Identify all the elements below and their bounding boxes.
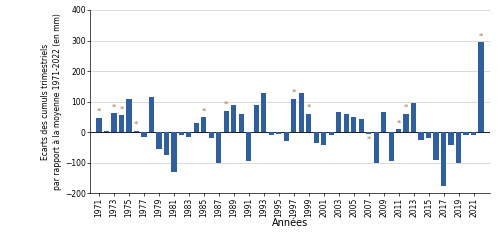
- Text: *: *: [120, 106, 124, 114]
- Text: *: *: [134, 121, 138, 129]
- Text: *: *: [224, 101, 228, 109]
- Bar: [298, 93, 304, 132]
- Bar: [418, 132, 424, 140]
- Bar: [411, 103, 416, 132]
- Bar: [404, 114, 408, 132]
- Bar: [96, 118, 102, 132]
- Bar: [112, 113, 116, 132]
- Text: *: *: [202, 107, 206, 115]
- Bar: [351, 117, 356, 132]
- Bar: [374, 132, 379, 163]
- Bar: [306, 114, 312, 132]
- Bar: [246, 132, 252, 161]
- Bar: [119, 116, 124, 132]
- Bar: [224, 111, 229, 132]
- Y-axis label: Ecarts des cumuls trimestriels
par rapport à la moyenne 1971-2022 (en mm): Ecarts des cumuls trimestriels par rappo…: [42, 13, 62, 190]
- Text: *: *: [112, 103, 116, 111]
- Bar: [126, 99, 132, 132]
- Bar: [216, 132, 222, 163]
- X-axis label: Années: Années: [272, 218, 308, 228]
- Text: *: *: [292, 89, 296, 97]
- Bar: [434, 132, 438, 160]
- Bar: [186, 132, 192, 137]
- Bar: [388, 132, 394, 161]
- Text: *: *: [396, 119, 400, 127]
- Bar: [478, 42, 484, 132]
- Bar: [344, 114, 349, 132]
- Bar: [471, 132, 476, 135]
- Bar: [179, 132, 184, 135]
- Bar: [426, 132, 431, 138]
- Bar: [268, 132, 274, 135]
- Bar: [381, 112, 386, 132]
- Text: *: *: [479, 32, 483, 40]
- Bar: [284, 132, 289, 141]
- Bar: [172, 132, 176, 172]
- Text: *: *: [366, 136, 371, 144]
- Bar: [156, 132, 162, 149]
- Text: *: *: [404, 104, 408, 112]
- Bar: [201, 117, 206, 132]
- Bar: [149, 97, 154, 132]
- Bar: [314, 132, 319, 143]
- Bar: [336, 112, 342, 132]
- Bar: [164, 132, 169, 155]
- Bar: [104, 131, 109, 132]
- Bar: [231, 105, 236, 132]
- Bar: [321, 132, 326, 145]
- Bar: [441, 132, 446, 186]
- Bar: [448, 132, 454, 145]
- Bar: [456, 132, 461, 163]
- Bar: [276, 132, 281, 134]
- Bar: [358, 119, 364, 132]
- Bar: [194, 123, 199, 132]
- Bar: [291, 99, 296, 132]
- Bar: [366, 132, 372, 134]
- Bar: [464, 132, 468, 135]
- Bar: [238, 114, 244, 132]
- Text: *: *: [306, 104, 311, 112]
- Bar: [134, 131, 139, 132]
- Bar: [254, 105, 259, 132]
- Bar: [261, 93, 266, 132]
- Bar: [208, 132, 214, 138]
- Text: *: *: [97, 108, 101, 116]
- Bar: [328, 132, 334, 135]
- Bar: [142, 132, 146, 137]
- Bar: [396, 129, 401, 132]
